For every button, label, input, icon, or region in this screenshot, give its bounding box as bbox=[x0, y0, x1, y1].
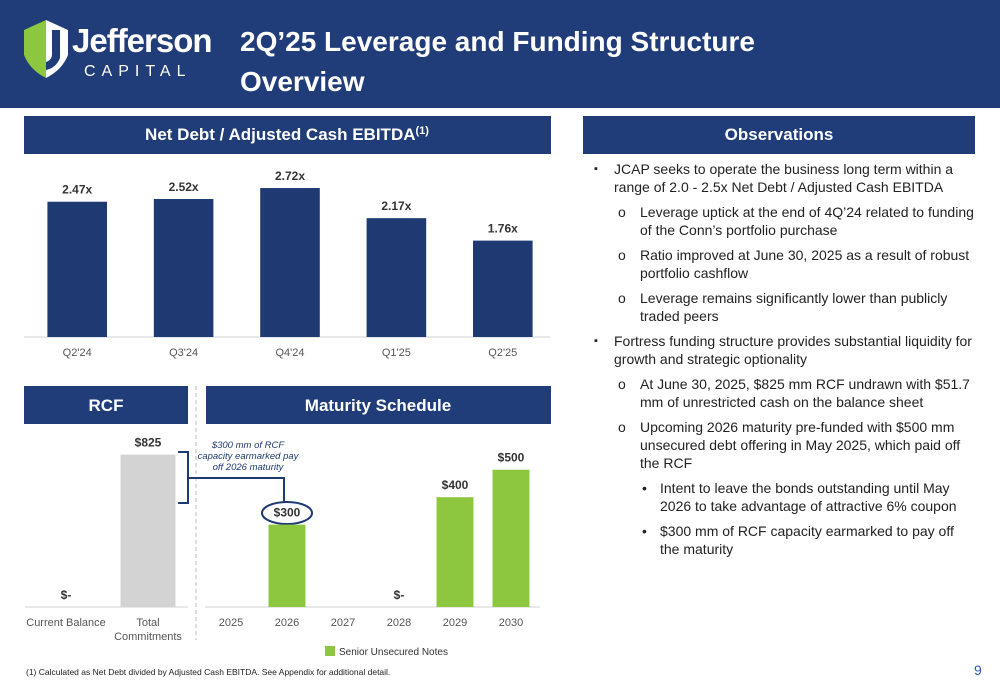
bullet-text: Upcoming 2026 maturity pre-funded with $… bbox=[640, 419, 961, 471]
bar bbox=[473, 240, 533, 337]
x-tick-label: 2025 bbox=[218, 617, 244, 629]
bullet-text: Leverage remains significantly lower tha… bbox=[640, 290, 948, 324]
bullet-item: o Leverage uptick at the end of 4Q’24 rel… bbox=[590, 203, 975, 239]
bullet-text: $300 mm of RCF capacity earmarked to pay… bbox=[660, 523, 954, 557]
section-header bbox=[206, 386, 551, 424]
x-tick-label: 2027 bbox=[330, 617, 356, 629]
bullet-item: ▪ JCAP seeks to operate the business long… bbox=[590, 160, 975, 196]
bar bbox=[120, 454, 176, 607]
section-header bbox=[24, 386, 188, 424]
section-title: Maturity Schedule bbox=[305, 396, 451, 415]
section-title: Net Debt / Adjusted Cash EBITDA(1) bbox=[145, 125, 429, 144]
data-label: $500 bbox=[498, 451, 525, 465]
logo-shield bbox=[24, 20, 46, 78]
bullet-item: o Leverage remains significantly lower th… bbox=[590, 289, 975, 325]
header-band bbox=[0, 0, 1000, 108]
bullet-text: JCAP seeks to operate the business long … bbox=[614, 161, 954, 195]
bullet-text: Fortress funding structure provides subs… bbox=[614, 333, 972, 367]
x-tick-label: Total Commitments bbox=[114, 617, 182, 643]
bullet-marker: • bbox=[642, 480, 647, 496]
bullet-marker: ▪ bbox=[594, 335, 598, 347]
annotation: $300 mm of RCF capacity earmarked pay of… bbox=[197, 440, 299, 473]
x-tick-label: Q3'24 bbox=[169, 347, 199, 359]
section-header bbox=[24, 116, 551, 154]
title-note: (1) bbox=[416, 125, 430, 137]
x-tick-label: Q4'24 bbox=[275, 347, 305, 359]
x-tick-label: Q2'24 bbox=[62, 347, 92, 359]
legend-label: Senior Unsecured Notes bbox=[339, 647, 448, 658]
bar bbox=[492, 469, 530, 607]
bullet-item: ▪ Fortress funding structure provides sub… bbox=[590, 332, 975, 368]
bullet-marker: ▪ bbox=[594, 163, 598, 175]
connector bbox=[188, 477, 285, 502]
bullet-text: Ratio improved at June 30, 2025 as a res… bbox=[640, 247, 970, 281]
bar bbox=[366, 218, 427, 337]
bar bbox=[436, 497, 474, 607]
bullet-marker: o bbox=[618, 419, 626, 435]
x-tick-label: 2026 bbox=[274, 617, 300, 629]
section-title: RCF bbox=[89, 396, 124, 415]
slide-title: 2Q’25 Leverage and Funding Structure Ove… bbox=[240, 26, 756, 97]
data-label: 2.52x bbox=[169, 180, 199, 194]
x-tick-label: 2028 bbox=[386, 617, 412, 629]
bullet-item: o Upcoming 2026 maturity pre-funded with … bbox=[590, 418, 975, 472]
x-tick-label: 2030 bbox=[498, 617, 524, 629]
data-label: 2.72x bbox=[275, 169, 305, 183]
data-label: $- bbox=[61, 588, 72, 602]
bullet-text: Leverage uptick at the end of 4Q’24 rela… bbox=[640, 204, 974, 238]
data-label: $300 bbox=[274, 506, 301, 520]
bar bbox=[268, 524, 306, 607]
x-tick-label: 2029 bbox=[442, 617, 468, 629]
bullet-marker: o bbox=[618, 204, 626, 220]
bullet-text: Intent to leave the bonds outstanding un… bbox=[660, 480, 957, 514]
data-label: $- bbox=[394, 588, 405, 602]
bullet-marker: • bbox=[642, 523, 647, 539]
bullet-text: At June 30, 2025, $825 mm RCF undrawn wi… bbox=[640, 376, 970, 410]
bar bbox=[260, 188, 320, 337]
page-number: 9 bbox=[974, 662, 982, 678]
data-label: 2.17x bbox=[381, 199, 411, 213]
section-header bbox=[583, 116, 975, 154]
bullet-marker: o bbox=[618, 376, 626, 392]
x-tick-label: Current Balance bbox=[26, 617, 106, 629]
highlight-ellipse bbox=[261, 501, 313, 525]
bullet-item: • $300 mm of RCF capacity earmarked to pa… bbox=[590, 522, 975, 558]
logo-j bbox=[46, 30, 60, 70]
bullet-marker: o bbox=[618, 290, 626, 306]
logo-sub: CAPITAL bbox=[84, 63, 192, 80]
bullet-item: o At June 30, 2025, $825 mm RCF undrawn w… bbox=[590, 375, 975, 411]
bracket bbox=[178, 451, 189, 504]
data-label: 2.47x bbox=[62, 183, 92, 197]
section-title: Observations bbox=[725, 125, 834, 144]
logo-name: Jefferson bbox=[72, 22, 212, 59]
x-tick-label: Q2'25 bbox=[488, 347, 518, 359]
data-label: $825 bbox=[135, 436, 162, 450]
chart-title: Net Debt / Adjusted Cash EBITDA bbox=[145, 125, 415, 144]
bar bbox=[47, 201, 107, 337]
data-label: $400 bbox=[442, 478, 469, 492]
footnote: (1) Calculated as Net Debt divided by Ad… bbox=[26, 667, 391, 677]
bullet-marker: o bbox=[618, 247, 626, 263]
bar bbox=[153, 198, 214, 337]
x-tick-label: Q1'25 bbox=[381, 347, 411, 359]
bullet-item: • Intent to leave the bonds outstanding u… bbox=[590, 479, 975, 515]
legend-swatch bbox=[325, 646, 335, 656]
observations: ▪ JCAP seeks to operate the business long… bbox=[590, 160, 975, 565]
bullet-item: o Ratio improved at June 30, 2025 as a re… bbox=[590, 246, 975, 282]
data-label: 1.76x bbox=[488, 222, 518, 236]
